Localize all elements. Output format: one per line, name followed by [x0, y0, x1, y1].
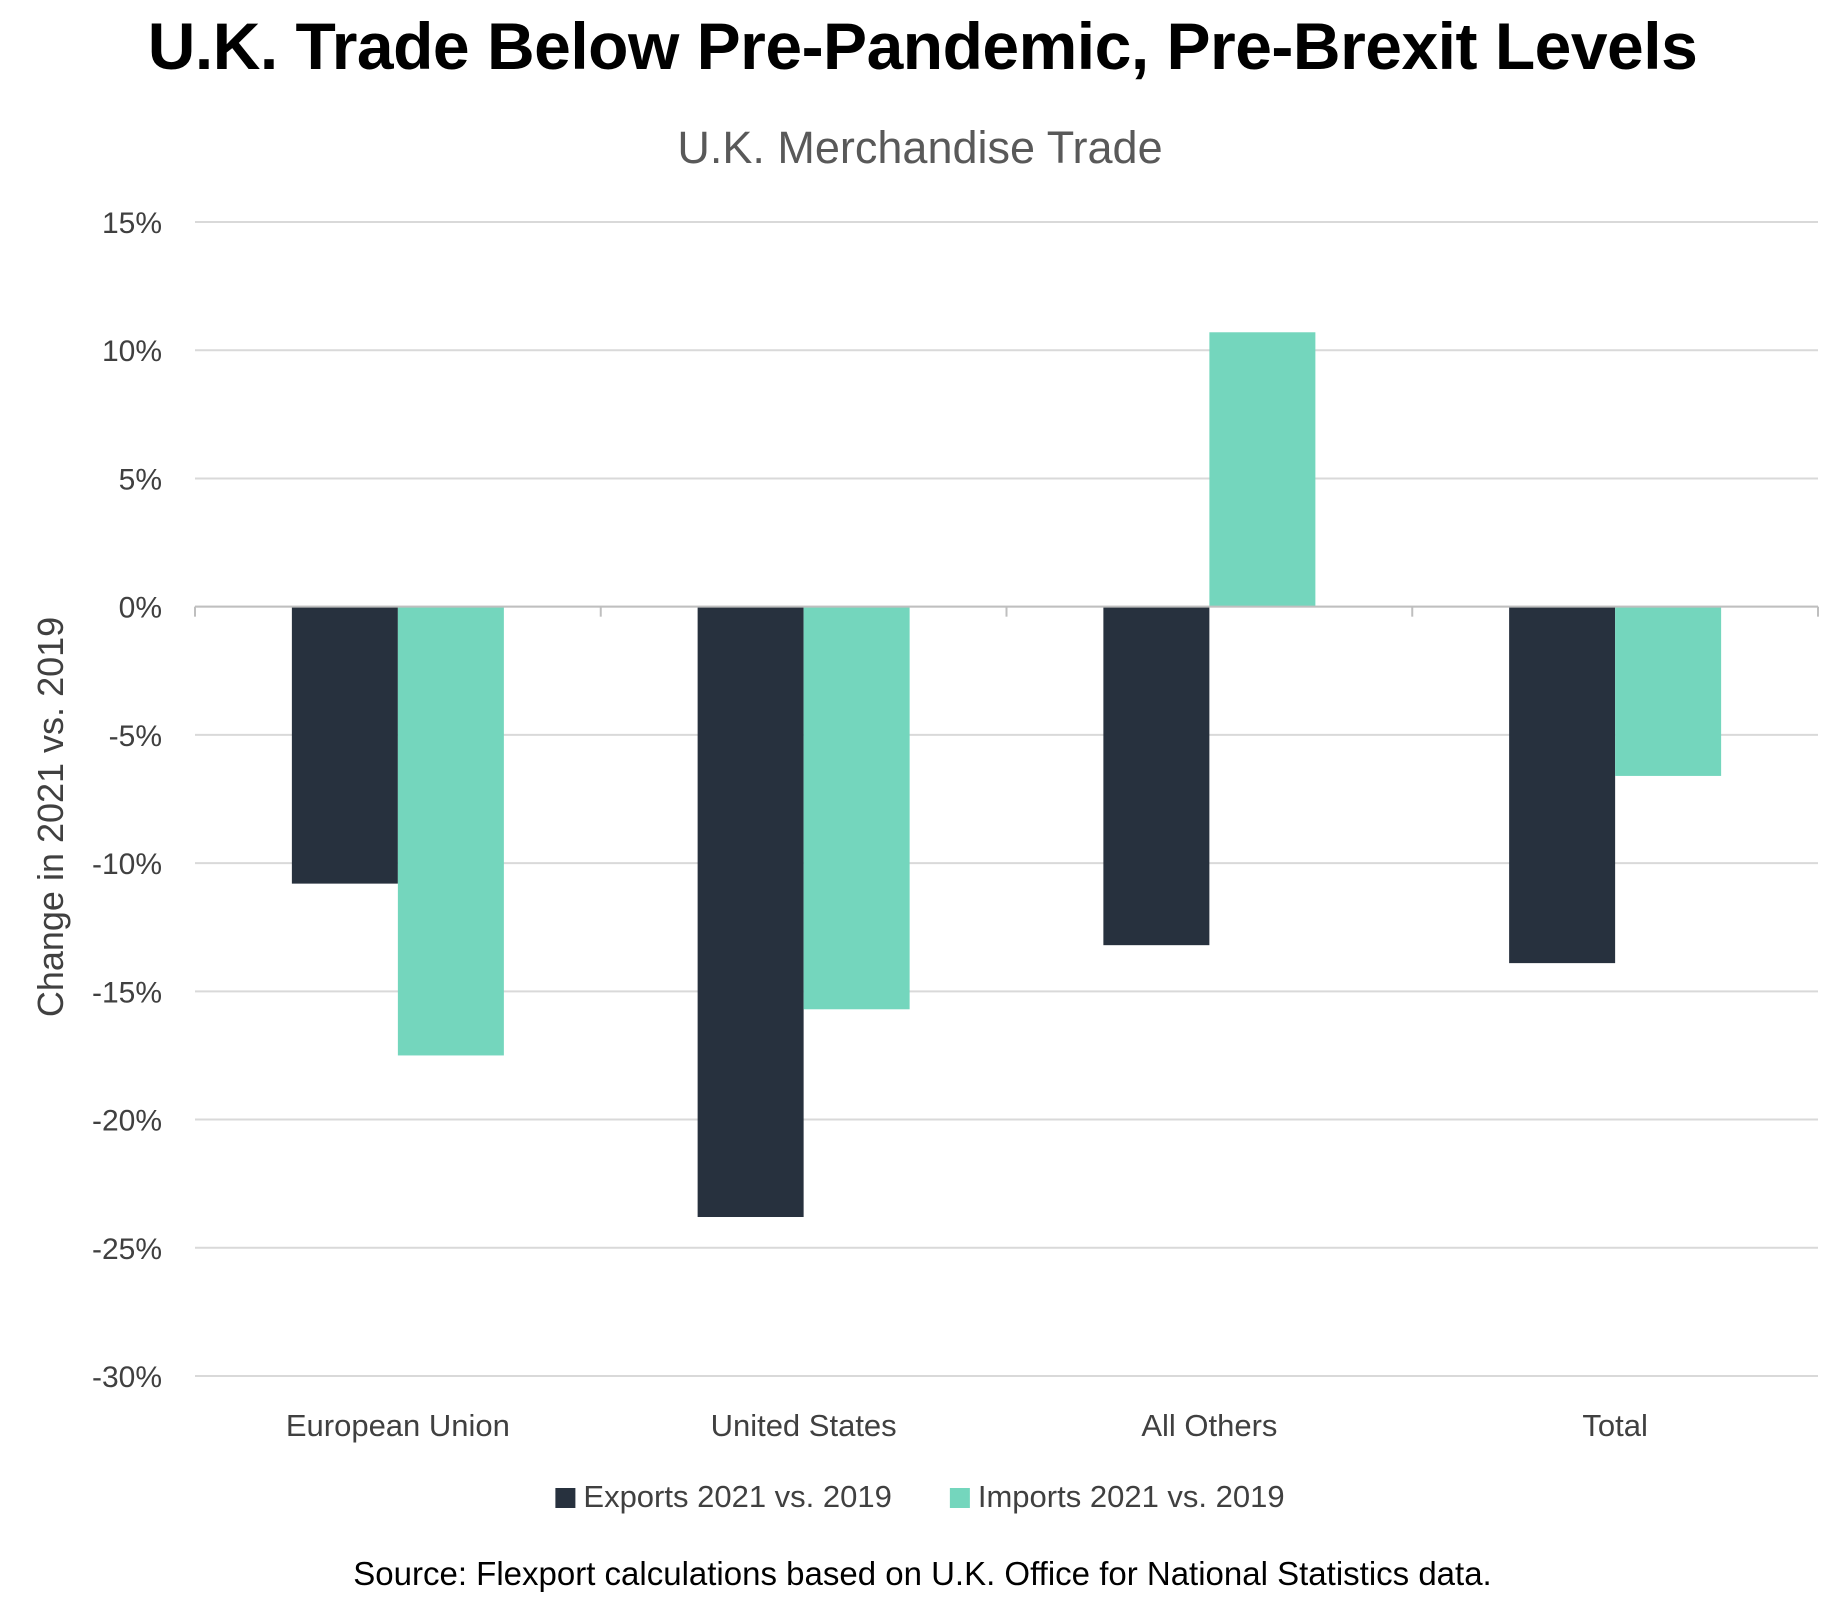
y-tick-label: 10%	[102, 335, 162, 368]
category-labels: European Union United States All Others Tot…	[286, 1408, 1648, 1443]
y-tick-label: 0%	[119, 592, 162, 625]
legend-item-imports: Imports 2021 vs. 2019	[949, 1479, 1285, 1514]
legend-label: Imports 2021 vs. 2019	[978, 1479, 1285, 1514]
legend-label: Exports 2021 vs. 2019	[583, 1479, 891, 1514]
bar-exports-united-states	[697, 606, 804, 1218]
headline: U.K. Trade Below Pre-Pandemic, Pre-Brexi…	[147, 9, 1698, 83]
bar-exports-all-others	[1103, 606, 1210, 946]
zero-axis	[194, 605, 1819, 617]
bar-imports-total	[1615, 606, 1722, 776]
y-tick-label: -10%	[92, 848, 162, 881]
category-label: European Union	[286, 1408, 510, 1443]
gridlines	[195, 221, 1818, 1377]
y-tick-label: -5%	[109, 720, 162, 753]
legend-swatch	[555, 1488, 576, 1508]
y-tick-label: -15%	[92, 976, 162, 1009]
y-tick-label: 15%	[102, 207, 162, 240]
bar-imports-united-states	[803, 606, 910, 1010]
y-axis-ticks: 15% 10% 5% 0% -5% -10% -15% -20% -25% -30%	[92, 207, 162, 1394]
bar-exports-total	[1509, 606, 1616, 964]
category-label: United States	[711, 1408, 897, 1443]
legend: Exports 2021 vs. 2019 Imports 2021 vs. 20…	[555, 1479, 1285, 1514]
chart-subtitle: U.K. Merchandise Trade	[677, 122, 1162, 173]
source-note: Source: Flexport calculations based on U…	[353, 1555, 1492, 1592]
y-tick-label: 5%	[119, 463, 162, 496]
y-tick-label: -25%	[92, 1233, 162, 1266]
bars	[291, 332, 1722, 1218]
bar-exports-european-union	[291, 606, 398, 884]
bar-chart: U.K. Merchandise Trade 15% 10% 5% 0% -5% -10%…	[30, 122, 1819, 1514]
bar-imports-european-union	[397, 606, 504, 1056]
legend-item-exports: Exports 2021 vs. 2019	[555, 1479, 892, 1514]
y-tick-label: -30%	[92, 1361, 162, 1394]
y-axis-label: Change in 2021 vs. 2019	[30, 617, 71, 1017]
bar-imports-all-others	[1209, 332, 1316, 607]
category-label: Total	[1582, 1408, 1647, 1443]
legend-swatch	[949, 1488, 970, 1508]
category-label: All Others	[1141, 1408, 1277, 1443]
y-tick-label: -20%	[92, 1105, 162, 1138]
